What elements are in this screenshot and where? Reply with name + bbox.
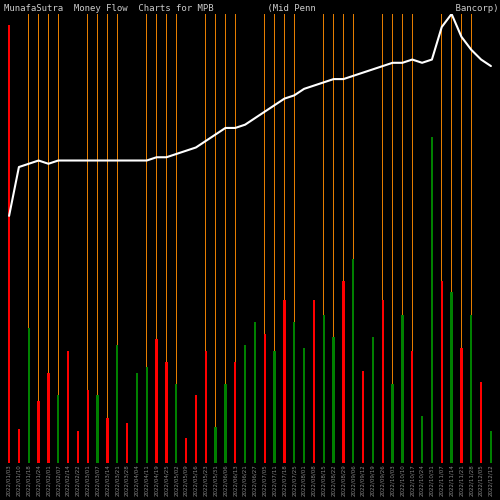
Bar — [451, 14, 452, 462]
Bar — [225, 14, 226, 462]
Text: MunafaSutra  Money Flow  Charts for MPB          (Mid Penn                      : MunafaSutra Money Flow Charts for MPB (M… — [4, 4, 500, 13]
Bar — [402, 14, 403, 462]
Bar — [136, 14, 138, 462]
Bar — [392, 384, 394, 462]
Bar — [156, 14, 157, 462]
Bar — [165, 362, 168, 462]
Bar — [303, 348, 306, 463]
Bar — [411, 350, 414, 463]
Bar — [392, 14, 393, 462]
Bar — [166, 14, 167, 462]
Bar — [57, 396, 59, 462]
Bar — [353, 14, 354, 462]
Bar — [214, 427, 217, 462]
Bar — [8, 14, 10, 462]
Bar — [312, 300, 315, 462]
Bar — [490, 432, 492, 462]
Bar — [224, 384, 226, 462]
Bar — [362, 370, 364, 462]
Bar — [136, 373, 138, 462]
Bar — [175, 384, 178, 462]
Bar — [480, 382, 482, 462]
Bar — [362, 14, 364, 462]
Bar — [284, 14, 285, 462]
Bar — [67, 350, 70, 463]
Bar — [126, 424, 128, 463]
Bar — [244, 14, 246, 462]
Bar — [372, 14, 374, 462]
Bar — [18, 429, 20, 462]
Bar — [38, 14, 39, 462]
Bar — [460, 348, 462, 463]
Bar — [382, 14, 383, 462]
Bar — [450, 292, 453, 462]
Bar — [96, 396, 99, 462]
Bar — [343, 14, 344, 462]
Bar — [106, 418, 108, 463]
Bar — [293, 322, 296, 462]
Bar — [215, 14, 216, 462]
Bar — [28, 14, 29, 462]
Bar — [8, 25, 10, 462]
Bar — [116, 345, 118, 463]
Bar — [86, 390, 89, 462]
Bar — [244, 345, 246, 463]
Bar — [126, 14, 128, 462]
Bar — [274, 14, 275, 462]
Bar — [204, 350, 207, 463]
Bar — [234, 362, 236, 462]
Bar — [76, 432, 79, 462]
Bar — [18, 14, 20, 462]
Bar — [38, 401, 40, 462]
Bar — [461, 14, 462, 462]
Bar — [107, 14, 108, 462]
Bar — [146, 368, 148, 462]
Bar — [421, 416, 424, 463]
Bar — [194, 396, 197, 462]
Bar — [470, 314, 472, 462]
Bar — [332, 337, 335, 462]
Bar — [254, 14, 256, 462]
Bar — [440, 281, 443, 462]
Bar — [264, 334, 266, 462]
Bar — [185, 438, 188, 462]
Bar — [97, 14, 98, 462]
Bar — [352, 258, 354, 462]
Bar — [48, 14, 49, 462]
Bar — [28, 328, 30, 462]
Bar — [47, 373, 50, 462]
Bar — [322, 314, 325, 462]
Bar — [401, 314, 404, 462]
Bar — [274, 350, 276, 463]
Bar — [480, 14, 482, 462]
Bar — [342, 281, 344, 462]
Bar — [490, 14, 492, 462]
Bar — [283, 300, 286, 462]
Bar — [382, 300, 384, 462]
Bar — [235, 14, 236, 462]
Bar — [333, 14, 334, 462]
Bar — [254, 322, 256, 462]
Bar — [264, 14, 265, 462]
Bar — [471, 14, 472, 462]
Bar — [372, 337, 374, 462]
Bar — [430, 138, 433, 462]
Bar — [156, 340, 158, 462]
Bar — [146, 14, 147, 462]
